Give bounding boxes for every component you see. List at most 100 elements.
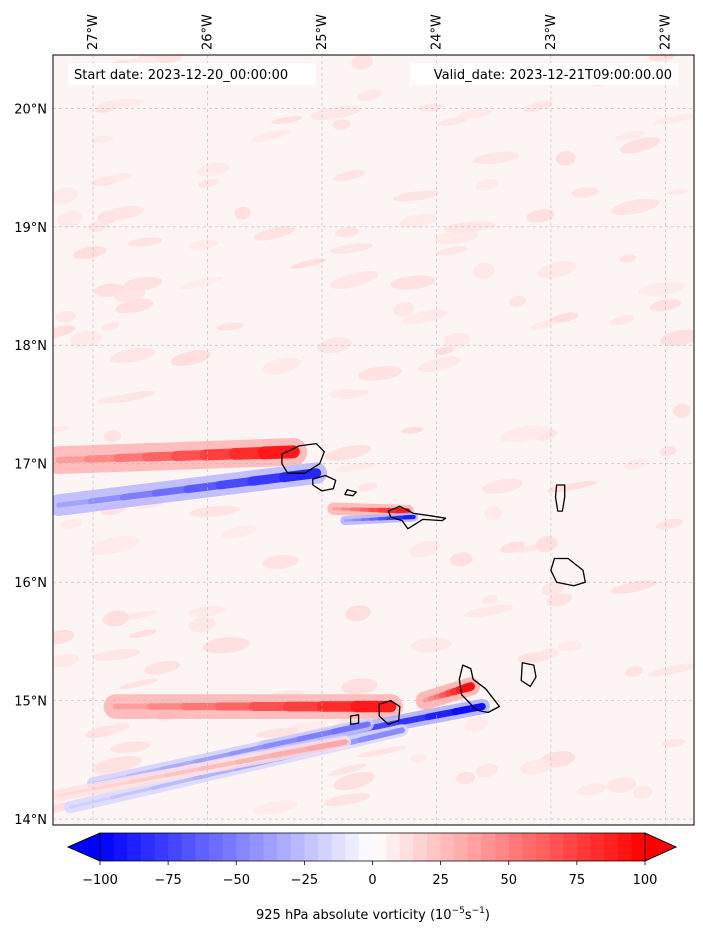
- colorbar-tick-label: −25: [291, 873, 318, 888]
- background-streak: [610, 198, 660, 216]
- colorbar-bin: [100, 833, 115, 861]
- background-streak: [619, 137, 661, 154]
- island-coastline: [554, 484, 566, 512]
- background-streak: [410, 753, 427, 764]
- vorticity-core: [57, 787, 96, 797]
- background-streak: [549, 312, 579, 323]
- vorticity-core: [55, 455, 92, 464]
- background-streak: [357, 746, 408, 758]
- background-streak: [557, 640, 583, 652]
- background-streak: [333, 771, 375, 791]
- colorbar-bin: [290, 833, 305, 861]
- background-streak: [309, 106, 361, 120]
- coastlines: [281, 442, 586, 725]
- vorticity-core: [397, 713, 431, 726]
- vorticity-core: [330, 721, 371, 735]
- background-streak: [339, 389, 369, 400]
- vorticity-core: [159, 759, 198, 771]
- colorbar: −100 −75 −50 −25 0 25 50 75 100 925 hPa absolute…: [67, 832, 677, 923]
- vorticity-core: [56, 498, 94, 508]
- background-streak: [475, 178, 499, 191]
- latitude-tick-label: 20°N: [14, 102, 47, 117]
- background-streak: [523, 100, 554, 113]
- colorbar-bins: [100, 833, 646, 861]
- vorticity-core: [128, 773, 168, 784]
- background-streak: [53, 325, 76, 339]
- background-streak: [655, 518, 684, 530]
- colorbar-tick-label: −100: [82, 873, 118, 888]
- colorbar-tick-label: 75: [569, 873, 586, 888]
- island-coastline: [378, 699, 401, 725]
- background-streak: [661, 738, 686, 748]
- background-streak: [546, 593, 573, 607]
- colorbar-bin: [495, 833, 510, 861]
- background-streak: [335, 226, 360, 238]
- background-streak: [253, 226, 295, 241]
- background-streak: [659, 329, 694, 346]
- island-coastline: [458, 664, 501, 714]
- background-streak: [196, 162, 230, 177]
- latitude-tick-label: 19°N: [14, 221, 47, 236]
- background-streak: [351, 55, 374, 70]
- background-streak: [443, 332, 471, 349]
- colorbar-bin: [631, 833, 646, 861]
- vorticity-core: [262, 736, 302, 749]
- background-streak: [202, 637, 250, 654]
- background-streak: [393, 302, 415, 317]
- background-streak: [482, 478, 523, 494]
- background-streak: [69, 330, 103, 348]
- island-coastline: [312, 474, 337, 492]
- vorticity-core: [88, 494, 126, 504]
- background-streak: [178, 276, 223, 290]
- vorticity-core: [247, 472, 289, 486]
- background-streak: [128, 629, 157, 639]
- background-streak: [101, 205, 145, 221]
- background-streak: [119, 678, 159, 690]
- start-date-text: Start date: 2023-12-20_00:00:00: [74, 68, 288, 83]
- background-streak: [127, 237, 163, 247]
- colorbar-bin: [181, 833, 196, 861]
- vorticity-core: [113, 452, 151, 463]
- background-streak: [401, 426, 424, 434]
- background-streak: [667, 188, 688, 196]
- island-coastline: [520, 662, 537, 688]
- background-streak: [341, 678, 378, 695]
- background-streak: [216, 322, 244, 331]
- background-streak: [455, 771, 476, 785]
- longitude-tick-label: 24°W: [430, 14, 445, 50]
- start-date-annotation: Start date: 2023-12-20_00:00:00: [68, 63, 316, 85]
- background-streak: [110, 741, 150, 754]
- longitude-tick-label: 22°W: [658, 14, 673, 50]
- latitude-tick-labels: 14°N 15°N 16°N 17°N 18°N 19°N 20°N: [14, 102, 47, 828]
- longitude-tick-label: 25°W: [315, 14, 330, 50]
- background-streak: [541, 581, 565, 596]
- vorticity-core: [424, 708, 459, 721]
- latitude-tick-label: 14°N: [14, 813, 47, 828]
- background-streak: [98, 98, 144, 109]
- background-streak: [55, 311, 77, 323]
- background-streak: [324, 444, 372, 461]
- background-streak: [252, 800, 298, 815]
- background-streak: [357, 482, 378, 492]
- vorticity-core: [164, 766, 204, 778]
- background-streak: [357, 88, 383, 102]
- background-streak: [637, 281, 686, 296]
- colorbar-bin: [508, 833, 523, 861]
- background-streak: [610, 580, 657, 594]
- vorticity-core: [119, 490, 159, 501]
- background-streak: [106, 722, 130, 734]
- colorbar-bin: [249, 833, 264, 861]
- background-streak: [437, 117, 469, 126]
- start-date-box: [68, 63, 316, 85]
- island-coastline: [550, 557, 586, 587]
- island-coastline: [281, 442, 325, 474]
- colorbar-bin: [522, 833, 537, 861]
- latitude-tick-label: 15°N: [14, 695, 47, 710]
- background-streak: [659, 445, 677, 457]
- background-streak: [673, 403, 691, 419]
- background-streak: [500, 541, 526, 553]
- colorbar-ticks: −100 −75 −50 −25 0 25 50 75 100: [82, 861, 657, 888]
- vorticity-core: [270, 746, 312, 759]
- vorticity-core: [279, 468, 322, 483]
- background-streak: [606, 777, 637, 793]
